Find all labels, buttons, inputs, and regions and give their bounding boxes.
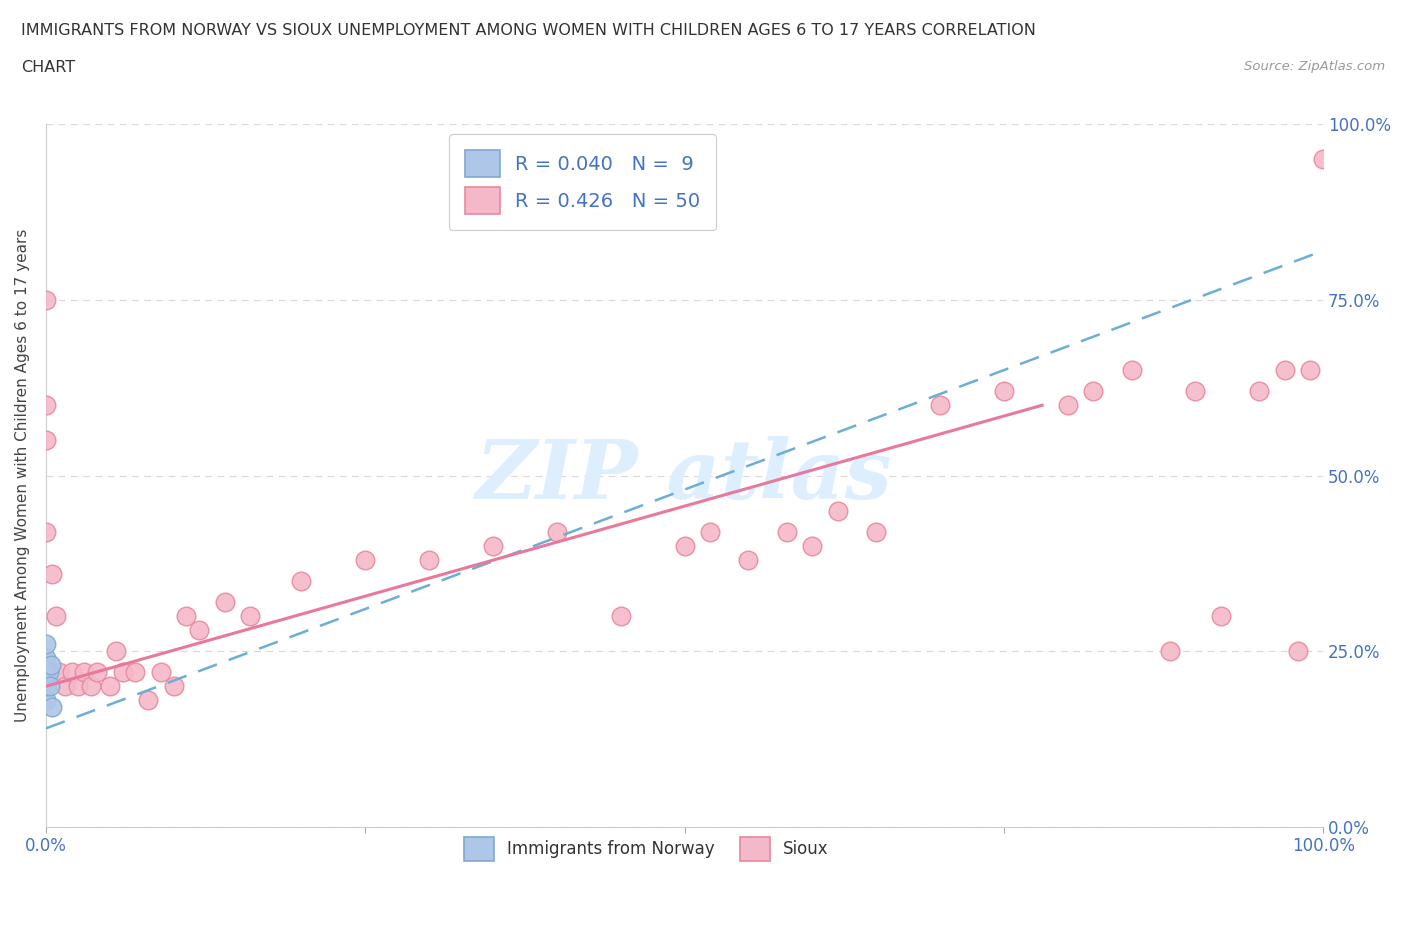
Point xyxy=(53,679,76,694)
Point xyxy=(98,679,121,694)
Text: CHART: CHART xyxy=(21,60,75,75)
Point xyxy=(609,608,631,623)
Point xyxy=(1159,644,1181,658)
Point xyxy=(66,679,89,694)
Point xyxy=(239,608,262,623)
Point xyxy=(149,665,172,680)
Point xyxy=(35,433,58,448)
Point xyxy=(35,637,58,652)
Point xyxy=(39,658,62,672)
Point xyxy=(929,398,952,413)
Point xyxy=(1121,363,1143,378)
Point xyxy=(290,574,312,589)
Point xyxy=(45,608,67,623)
Point xyxy=(354,552,377,567)
Y-axis label: Unemployment Among Women with Children Ages 6 to 17 years: Unemployment Among Women with Children A… xyxy=(15,229,30,723)
Point xyxy=(737,552,759,567)
Point xyxy=(188,622,211,637)
Point xyxy=(482,538,505,553)
Point xyxy=(35,679,58,694)
Point xyxy=(699,525,721,539)
Point xyxy=(673,538,696,553)
Point xyxy=(35,525,58,539)
Legend: Immigrants from Norway, Sioux: Immigrants from Norway, Sioux xyxy=(457,830,835,868)
Point xyxy=(41,700,63,715)
Point xyxy=(176,608,198,623)
Point xyxy=(1209,608,1232,623)
Point xyxy=(124,665,146,680)
Point xyxy=(35,292,58,307)
Point xyxy=(136,693,159,708)
Point xyxy=(60,665,83,680)
Point xyxy=(1184,384,1206,399)
Point xyxy=(163,679,186,694)
Point xyxy=(1274,363,1296,378)
Point xyxy=(801,538,824,553)
Point xyxy=(418,552,440,567)
Point xyxy=(105,644,128,658)
Point xyxy=(73,665,96,680)
Point xyxy=(48,665,70,680)
Point xyxy=(86,665,108,680)
Point xyxy=(35,693,58,708)
Text: IMMIGRANTS FROM NORWAY VS SIOUX UNEMPLOYMENT AMONG WOMEN WITH CHILDREN AGES 6 TO: IMMIGRANTS FROM NORWAY VS SIOUX UNEMPLOY… xyxy=(21,23,1036,38)
Text: Source: ZipAtlas.com: Source: ZipAtlas.com xyxy=(1244,60,1385,73)
Point xyxy=(1056,398,1078,413)
Point xyxy=(35,651,58,666)
Point xyxy=(38,665,60,680)
Point xyxy=(1249,384,1271,399)
Point xyxy=(35,398,58,413)
Point xyxy=(1312,152,1334,166)
Point xyxy=(1083,384,1105,399)
Point xyxy=(35,665,58,680)
Point xyxy=(865,525,887,539)
Point xyxy=(41,566,63,581)
Point xyxy=(38,679,60,694)
Text: ZIP atlas: ZIP atlas xyxy=(477,435,893,515)
Point xyxy=(546,525,568,539)
Point xyxy=(827,503,849,518)
Point xyxy=(79,679,101,694)
Point xyxy=(1299,363,1322,378)
Point xyxy=(776,525,799,539)
Point xyxy=(1286,644,1309,658)
Point xyxy=(993,384,1015,399)
Point xyxy=(111,665,134,680)
Point xyxy=(214,594,236,609)
